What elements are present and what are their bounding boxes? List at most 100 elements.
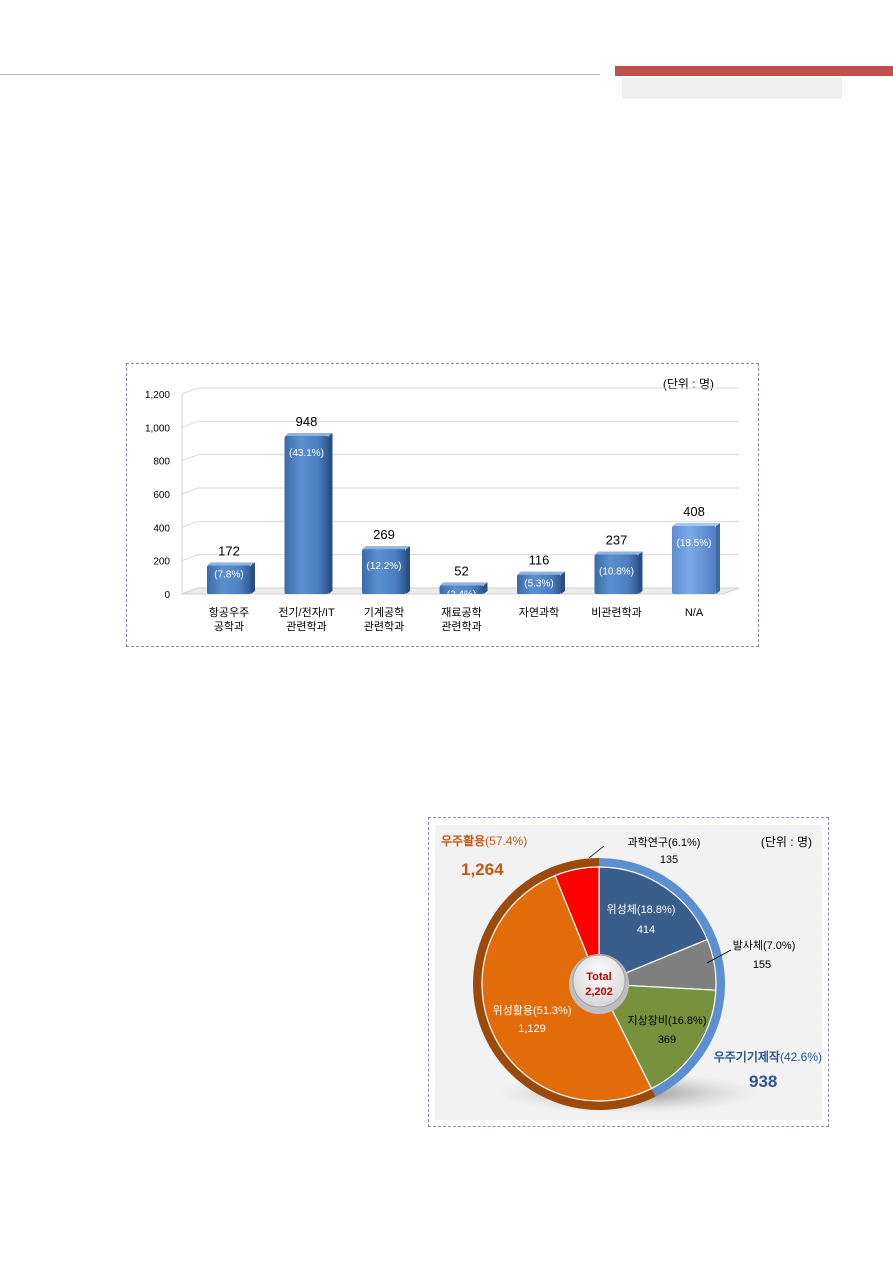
bar: [362, 549, 406, 594]
bar: [284, 436, 329, 594]
header-accent-bar: [615, 66, 893, 76]
pie-slice-ground: [598, 983, 717, 1090]
y-tick-label: 600: [153, 490, 170, 501]
x-tick-label: 비관련학과: [591, 606, 642, 619]
pie-center-disc: [572, 954, 626, 1008]
pie-chart: Total 2,202 위성체(18.8%) 414 발사체(7.0%) 155 지상장…: [435, 825, 822, 1120]
gridline-diag: [181, 454, 199, 462]
x-tick-label: 관련학과: [364, 620, 404, 633]
space-use-group-name: 우주활용: [441, 833, 485, 848]
bar-top: [284, 433, 333, 436]
manufacturing-group-percent: (42.6%): [780, 1050, 822, 1064]
pie-chart-unit-label: (단위 : 명): [761, 835, 812, 849]
pie-chart-panel: Total 2,202 위성체(18.8%) 414 발사체(7.0%) 155 지상장…: [428, 817, 829, 1127]
bar-side: [483, 582, 488, 594]
bar-group: 948 (43.1%): [284, 414, 333, 594]
x-tick-label: 공학과: [214, 620, 244, 633]
y-tick-label: 800: [153, 457, 170, 468]
bar: [594, 554, 639, 594]
y-tick-label: 200: [153, 557, 170, 568]
x-tick-label: 자연과학: [519, 606, 559, 619]
x-tick-label: 관련학과: [286, 620, 326, 633]
manufacturing-group-label: 우주기기제작(42.6%): [714, 1049, 822, 1064]
bar-value-label: 116: [529, 553, 550, 568]
bar-percent-label: (12.2%): [366, 561, 401, 572]
gridline-diag: [181, 554, 199, 562]
slice-label-launcher: 발사체(7.0%): [733, 939, 796, 952]
x-tick-label: N/A: [685, 607, 704, 619]
bar-top: [517, 571, 565, 575]
header-tag-box: [622, 78, 842, 99]
gridline-diag: [181, 487, 199, 495]
y-tick-label: 400: [153, 523, 170, 534]
pie-center-value: 2,202: [585, 986, 613, 998]
pie-slice-science: [554, 866, 600, 985]
bar-chart: (단위 : 명) 0 200 400 600 800 1,000 1,200 172 (7.8…: [145, 377, 740, 633]
leader-line-launcher: [706, 949, 732, 964]
x-tick-label: 기계공학: [364, 606, 404, 619]
space-use-group-value: 1,264: [461, 860, 504, 879]
bar-side: [716, 523, 720, 594]
header-rule: [0, 74, 600, 75]
x-tick-label: 재료공학: [441, 606, 481, 619]
bar-value-label: 408: [683, 504, 705, 519]
slice-value-ground: 369: [658, 1034, 676, 1046]
bar-percent-label: (5.3%): [524, 579, 553, 590]
slice-value-launcher: 155: [753, 959, 771, 971]
bar-percent-label: (2.4%): [447, 589, 476, 600]
bar-group: 172 (7.8%): [207, 543, 255, 594]
bar-group: 237 (10.8%): [594, 533, 643, 594]
bar-group: 116 (5.3%): [517, 553, 565, 594]
bar-top: [439, 582, 488, 586]
bar-value-label: 237: [606, 533, 628, 548]
pie-slice-satellite: [598, 866, 709, 985]
gridline-diag: [181, 520, 199, 528]
manufacturing-group-value: 938: [749, 1072, 777, 1091]
slice-value-sat-use: 1,129: [518, 1023, 546, 1035]
slice-label-ground: 지상장비(16.8%): [628, 1014, 707, 1027]
bar-top: [672, 523, 720, 526]
bar-top: [362, 546, 410, 550]
bar-percent-label: (7.8%): [214, 569, 243, 580]
y-tick-label: 1,200: [145, 390, 170, 401]
slice-value-satellite: 414: [637, 924, 655, 936]
bar-side: [328, 433, 333, 594]
bar-percent-label: (18.5%): [676, 538, 711, 549]
bar-value-label: 172: [218, 543, 240, 558]
gridline-diag: [181, 420, 199, 428]
gridline-diag: [181, 387, 199, 395]
slice-value-science: 135: [660, 854, 678, 866]
slice-label-science: 과학연구(6.1%): [628, 836, 701, 849]
pie-slice-sat_use: [481, 874, 653, 1102]
space-use-group-label: 우주활용(57.4%): [441, 833, 527, 848]
bar-side: [251, 562, 255, 594]
bar-group: 408 (18.5%): [672, 504, 720, 594]
y-tick-label: 1,000: [145, 423, 170, 434]
bar-percent-label: (10.8%): [599, 567, 634, 578]
bar: [517, 574, 561, 594]
bar-value-label: 52: [454, 563, 468, 578]
slice-label-sat-use: 위성활용(51.3%): [493, 1003, 572, 1017]
leader-line-science: [588, 845, 605, 859]
x-tick-label: 항공우주: [209, 606, 249, 619]
bar-side: [638, 551, 643, 594]
y-tick-label: 0: [164, 590, 170, 601]
bar-top: [594, 551, 643, 555]
x-tick-label: 관련학과: [441, 620, 481, 633]
space-use-group-percent: (57.4%): [485, 834, 527, 848]
manufacturing-group-name: 우주기기제작: [714, 1049, 780, 1064]
bar-side: [406, 546, 410, 594]
bar-chart-unit-label: (단위 : 명): [663, 377, 714, 391]
bar-percent-label: (43.1%): [289, 448, 324, 459]
bar-top: [207, 562, 255, 566]
bar-group: 269 (12.2%): [362, 527, 410, 594]
pie-center-label: Total: [586, 971, 611, 983]
slice-label-satellite: 위성체(18.8%): [607, 903, 676, 916]
bar: [439, 585, 484, 594]
bar-value-label: 269: [373, 527, 395, 542]
bar: [672, 526, 716, 594]
bar: [207, 565, 251, 594]
x-tick-label: 전기/전자/IT: [278, 606, 335, 619]
bar-group: 52 (2.4%): [439, 563, 488, 600]
bar-chart-panel: (단위 : 명) 0 200 400 600 800 1,000 1,200 172 (7.8…: [126, 363, 759, 647]
